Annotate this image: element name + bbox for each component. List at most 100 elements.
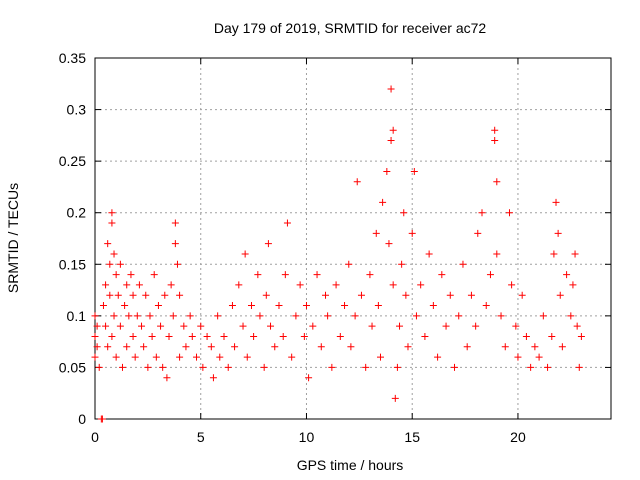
y-tick-label: 0.1 bbox=[67, 308, 87, 324]
data-point bbox=[438, 271, 446, 279]
data-point bbox=[556, 291, 564, 299]
y-tick-label: 0 bbox=[78, 411, 86, 427]
data-point bbox=[173, 260, 181, 268]
data-point bbox=[182, 343, 190, 351]
data-point bbox=[262, 291, 270, 299]
data-point bbox=[482, 302, 490, 310]
data-point bbox=[366, 271, 374, 279]
data-point bbox=[571, 250, 579, 258]
data-point bbox=[186, 312, 194, 320]
data-point bbox=[167, 281, 175, 289]
data-point bbox=[199, 363, 207, 371]
data-point bbox=[106, 260, 114, 268]
data-point bbox=[142, 291, 150, 299]
data-point bbox=[193, 353, 201, 361]
data-point bbox=[410, 167, 418, 175]
data-point bbox=[317, 343, 325, 351]
data-point bbox=[313, 271, 321, 279]
data-point bbox=[474, 229, 482, 237]
grid-lines bbox=[95, 58, 611, 419]
data-point bbox=[150, 271, 158, 279]
data-point bbox=[157, 322, 165, 330]
data-point bbox=[374, 302, 382, 310]
data-point bbox=[567, 312, 575, 320]
data-point bbox=[493, 250, 501, 258]
data-point bbox=[281, 271, 289, 279]
data-point bbox=[531, 343, 539, 351]
data-point bbox=[478, 209, 486, 217]
data-point bbox=[425, 250, 433, 258]
data-point bbox=[332, 281, 340, 289]
data-point bbox=[351, 312, 359, 320]
data-point bbox=[180, 322, 188, 330]
data-point bbox=[123, 281, 131, 289]
y-tick-label: 0.25 bbox=[59, 153, 86, 169]
data-point bbox=[372, 229, 380, 237]
data-point bbox=[146, 312, 154, 320]
data-point bbox=[357, 291, 365, 299]
data-point bbox=[176, 291, 184, 299]
data-point bbox=[376, 353, 384, 361]
plot-frame bbox=[94, 57, 612, 420]
data-point bbox=[152, 353, 160, 361]
data-point bbox=[324, 312, 332, 320]
y-tick-label: 0.15 bbox=[59, 256, 86, 272]
data-point bbox=[247, 302, 255, 310]
data-point bbox=[552, 198, 560, 206]
data-point bbox=[264, 240, 272, 248]
data-point bbox=[550, 250, 558, 258]
data-point bbox=[347, 343, 355, 351]
data-point bbox=[235, 281, 243, 289]
data-point bbox=[102, 322, 110, 330]
data-point bbox=[398, 260, 406, 268]
data-point bbox=[389, 126, 397, 134]
data-point bbox=[271, 343, 279, 351]
data-point bbox=[429, 302, 437, 310]
data-point bbox=[300, 332, 308, 340]
data-point bbox=[451, 363, 459, 371]
data-point bbox=[228, 302, 236, 310]
y-tick-label: 0.3 bbox=[67, 102, 87, 118]
data-point bbox=[518, 291, 526, 299]
data-point bbox=[138, 322, 146, 330]
data-point bbox=[472, 322, 480, 330]
data-point bbox=[573, 322, 581, 330]
data-point bbox=[256, 312, 264, 320]
data-point bbox=[127, 271, 135, 279]
data-point bbox=[129, 291, 137, 299]
data-point bbox=[224, 363, 232, 371]
data-point bbox=[148, 332, 156, 340]
data-point bbox=[408, 229, 416, 237]
data-point bbox=[135, 281, 143, 289]
data-point bbox=[112, 271, 120, 279]
data-point bbox=[209, 374, 217, 382]
data-point bbox=[93, 322, 101, 330]
data-point bbox=[385, 240, 393, 248]
data-point bbox=[110, 250, 118, 258]
data-point bbox=[322, 291, 330, 299]
x-tick-label: 20 bbox=[510, 429, 526, 445]
data-point bbox=[400, 209, 408, 217]
data-point bbox=[114, 291, 122, 299]
data-point bbox=[91, 332, 99, 340]
y-axis-label: SRMTID / TECUs bbox=[5, 183, 21, 293]
data-point bbox=[345, 260, 353, 268]
data-point bbox=[275, 302, 283, 310]
data-point bbox=[296, 281, 304, 289]
data-point bbox=[558, 343, 566, 351]
data-point bbox=[417, 281, 425, 289]
data-point bbox=[129, 332, 137, 340]
data-points bbox=[91, 85, 585, 423]
data-point bbox=[250, 332, 258, 340]
data-point bbox=[383, 167, 391, 175]
data-point bbox=[393, 363, 401, 371]
data-point bbox=[412, 312, 420, 320]
data-point bbox=[260, 363, 268, 371]
data-point bbox=[309, 322, 317, 330]
data-point bbox=[231, 343, 239, 351]
y-tick-label: 0.05 bbox=[59, 359, 86, 375]
data-point bbox=[121, 302, 129, 310]
data-point bbox=[434, 353, 442, 361]
x-axis-label: GPS time / hours bbox=[297, 457, 404, 473]
